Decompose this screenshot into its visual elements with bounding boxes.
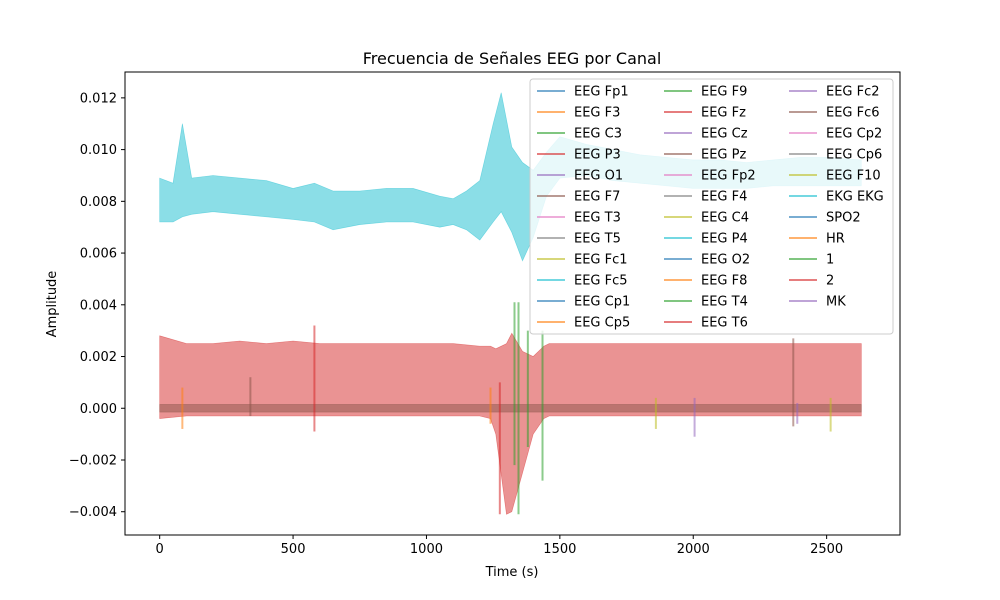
- legend-item: EEG C3: [537, 127, 622, 142]
- legend-item: EEG T6: [664, 316, 748, 331]
- y-tick-label: 0.012: [80, 91, 117, 106]
- legend-frame: [529, 78, 894, 335]
- legend-label: EEG F8: [701, 274, 747, 289]
- legend-item: EEG P4: [664, 232, 748, 247]
- legend-label: EEG F4: [701, 190, 747, 205]
- legend-item: EEG Cp5: [537, 316, 630, 331]
- legend-label: EEG Cp6: [826, 148, 882, 163]
- legend-item: EEG Fc6: [789, 106, 880, 121]
- legend-item: EEG F7: [537, 190, 620, 205]
- legend-label: EEG F3: [574, 106, 620, 121]
- x-tick-label: 0: [156, 542, 164, 557]
- legend-label: 1: [826, 253, 834, 268]
- legend-label: EEG T6: [701, 316, 748, 331]
- y-tick-label: 0.006: [80, 247, 117, 262]
- legend-label: MK: [826, 295, 846, 310]
- legend-item: EEG Cz: [664, 127, 748, 142]
- legend-label: EEG P4: [701, 232, 748, 247]
- legend-item: 2: [789, 274, 834, 289]
- legend-label: EEG C3: [574, 127, 622, 142]
- legend-label: EEG C4: [701, 211, 749, 226]
- legend-item: EEG Fz: [664, 106, 746, 121]
- legend-label: EEG F7: [574, 190, 620, 205]
- legend-item: EEG F10: [789, 169, 881, 184]
- legend-label: EEG Fp1: [574, 85, 629, 100]
- legend-label: EEG T5: [574, 232, 621, 247]
- legend-item: EEG T3: [537, 211, 621, 226]
- y-tick-label: 0.010: [80, 143, 117, 158]
- legend-item: EEG F9: [664, 85, 747, 100]
- legend-item: SPO2: [789, 211, 861, 226]
- x-tick-label: 1000: [410, 542, 443, 557]
- legend-item: EEG C4: [664, 211, 749, 226]
- legend-label: EEG Fz: [701, 106, 746, 121]
- x-tick-label: 1500: [543, 542, 576, 557]
- legend-item: EEG O1: [537, 169, 623, 184]
- y-tick-label: 0.000: [80, 402, 117, 417]
- legend-label: EEG Fc1: [574, 253, 628, 268]
- x-axis: 0 500 1000 1500 2000 2500: [156, 535, 843, 557]
- legend-item: EEG T4: [664, 295, 748, 310]
- legend-label: EEG Cp2: [826, 127, 882, 142]
- x-axis-label: Time (s): [485, 565, 539, 580]
- y-axis: −0.004 −0.002 0.000 0.002 0.004 0.006 0.008 0.0…: [69, 91, 125, 520]
- legend-item: EEG T5: [537, 232, 621, 247]
- legend-label: EEG Cp5: [574, 316, 630, 331]
- legend-item: EEG Fc5: [537, 274, 628, 289]
- series-band-1: [159, 332, 862, 515]
- legend-label: EEG T3: [574, 211, 621, 226]
- legend-label: EEG Cp1: [574, 295, 630, 310]
- legend-item: HR: [789, 232, 845, 247]
- y-tick-label: −0.002: [69, 453, 117, 468]
- legend-label: EEG T4: [701, 295, 748, 310]
- legend-item: EKG EKG: [789, 190, 884, 205]
- plot-frame: [124, 71, 901, 536]
- legend-item: EEG Fp2: [664, 169, 756, 184]
- y-tick-label: −0.004: [69, 505, 117, 520]
- legend-item: EEG Fc1: [537, 253, 628, 268]
- y-tick-label: 0.004: [80, 298, 117, 313]
- legend-item: EEG P3: [537, 148, 621, 163]
- legend-item: EEG O2: [664, 253, 750, 268]
- legend-item: MK: [789, 295, 846, 310]
- legend-label: EKG EKG: [826, 190, 884, 205]
- legend-item: 1: [789, 253, 834, 268]
- legend-label: EEG Fc2: [826, 85, 880, 100]
- legend-label: EEG F9: [701, 85, 747, 100]
- legend-item: EEG Cp6: [789, 148, 882, 163]
- series-band-2: [159, 404, 862, 413]
- legend-label: EEG Fc5: [574, 274, 628, 289]
- x-tick-label: 500: [281, 542, 306, 557]
- legend-label: 2: [826, 274, 834, 289]
- legend-item: EEG Cp1: [537, 295, 630, 310]
- legend-label: EEG Fc6: [826, 106, 880, 121]
- x-tick-label: 2000: [677, 542, 710, 557]
- legend-item: EEG F8: [664, 274, 747, 289]
- plot-area: [159, 92, 862, 515]
- legend-item: EEG Fc2: [789, 85, 880, 100]
- legend-label: EEG O2: [701, 253, 750, 268]
- legend-item: EEG F4: [664, 190, 747, 205]
- chart-title: Frecuencia de Señales EEG por Canal: [363, 49, 662, 68]
- y-tick-label: 0.002: [80, 350, 117, 365]
- legend-item: EEG Fp1: [537, 85, 629, 100]
- legend-label: EEG P3: [574, 148, 621, 163]
- legend-label: EEG O1: [574, 169, 623, 184]
- legend-label: EEG Fp2: [701, 169, 756, 184]
- legend-label: SPO2: [826, 211, 861, 226]
- legend-label: HR: [826, 232, 845, 247]
- legend-item: EEG Cp2: [789, 127, 882, 142]
- y-tick-label: 0.008: [80, 195, 117, 210]
- y-axis-label: Amplitude: [45, 271, 60, 338]
- legend-label: EEG Pz: [701, 148, 746, 163]
- legend-item: EEG F3: [537, 106, 620, 121]
- legend: EEG Fp1 EEG F3 EEG C3 EEG P3 EEG O1 EEG F7 EEG…: [529, 78, 894, 335]
- legend-item: EEG Pz: [664, 148, 746, 163]
- legend-label: EEG Cz: [701, 127, 748, 142]
- legend-label: EEG F10: [826, 169, 881, 184]
- x-tick-label: 2500: [810, 542, 843, 557]
